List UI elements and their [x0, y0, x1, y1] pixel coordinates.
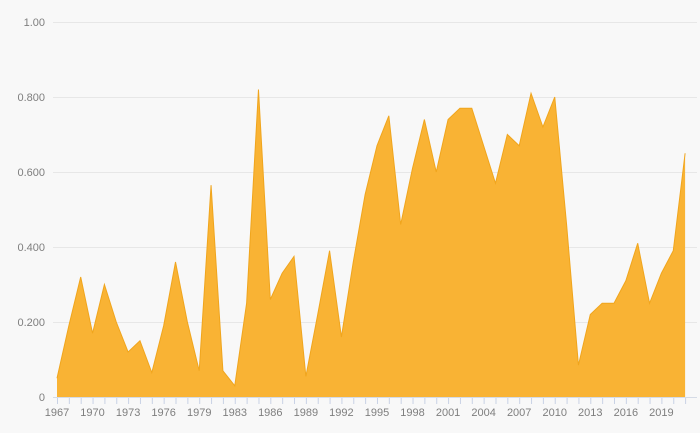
x-axis-tick-label: 2019 — [649, 407, 673, 419]
x-axis-tick-label: 1992 — [329, 407, 353, 419]
y-axis-tick-label: 0.400 — [17, 242, 45, 254]
x-axis-tick-label: 1983 — [223, 407, 247, 419]
x-axis-tick-label: 2001 — [436, 407, 460, 419]
x-axis-tick-label: 1986 — [258, 407, 282, 419]
x-axis-tick-label: 1995 — [365, 407, 389, 419]
x-axis-labels: 1967 1970 1973 1976 1979 1983 1986 1989 1992 1995… — [45, 407, 674, 419]
x-axis-tick-label: 1989 — [294, 407, 318, 419]
x-axis-tick-label: 2007 — [507, 407, 531, 419]
x-axis-tick-label: 1979 — [187, 407, 211, 419]
x-axis-tick-label: 2013 — [578, 407, 602, 419]
y-axis-tick-label: 0.800 — [17, 92, 45, 104]
y-axis-labels: 0 0.200 0.400 0.600 0.800 1.00 — [17, 17, 45, 404]
x-axis-tick-label: 2004 — [471, 407, 495, 419]
y-axis-tick-label: 1.00 — [24, 17, 45, 29]
x-axis-tick-label: 2016 — [614, 407, 638, 419]
y-axis-tick-label: 0 — [39, 392, 45, 404]
area-top-edge — [56, 89, 686, 387]
y-axis-tick-label: 0.600 — [17, 167, 45, 179]
x-axis-tick-label: 2010 — [542, 407, 566, 419]
area-series — [56, 89, 686, 397]
x-axis-tick-label: 1998 — [400, 407, 424, 419]
area-fill — [57, 89, 686, 397]
x-axis-tick-label: 1973 — [116, 407, 140, 419]
x-axis-tick-label: 1970 — [80, 407, 104, 419]
x-axis-ticks — [57, 398, 687, 404]
x-axis-tick-label: 1967 — [45, 407, 69, 419]
y-axis-tick-label: 0.200 — [17, 317, 45, 329]
x-axis-tick-label: 1976 — [151, 407, 175, 419]
